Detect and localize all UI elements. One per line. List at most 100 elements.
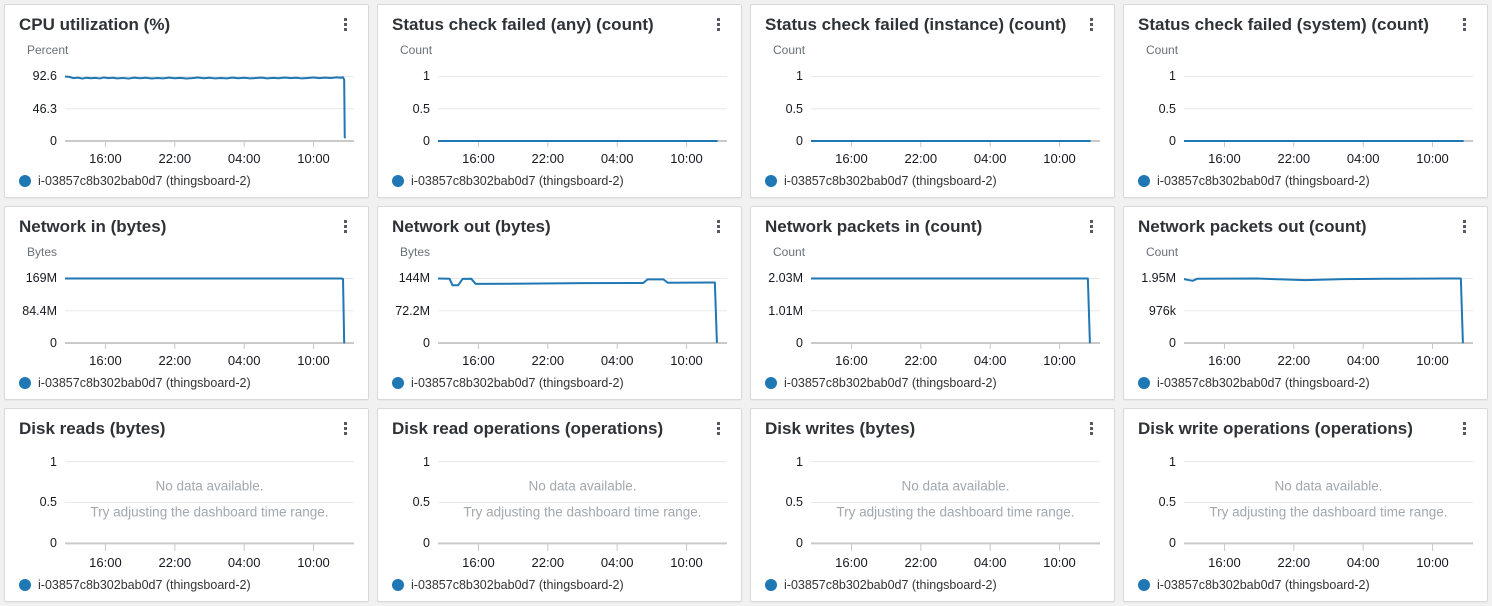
x-tick-label: 16:00 — [835, 555, 868, 570]
legend-marker-icon — [1138, 175, 1150, 187]
widget-title: Disk writes (bytes) — [765, 419, 916, 438]
x-tick-label: 16:00 — [89, 555, 122, 570]
chart-plot-area[interactable]: No data available. Try adjusting the das… — [65, 442, 354, 551]
x-tick-label: 10:00 — [1043, 151, 1076, 166]
legend-marker-icon — [392, 175, 404, 187]
chart-plot-area[interactable]: No data available. Try adjusting the das… — [811, 442, 1100, 551]
widget-header: Disk read operations (operations) — [392, 418, 727, 440]
x-axis: 16:00 22:00 04:00 10:00 — [392, 147, 727, 168]
kebab-menu-icon[interactable] — [1082, 216, 1100, 236]
chart-plot-area[interactable]: No data available. Try adjusting the das… — [1184, 442, 1473, 551]
chart-plot-area[interactable]: No data available. Try adjusting the das… — [65, 61, 354, 147]
x-tick-label: 10:00 — [1416, 353, 1449, 368]
x-axis-labels: 16:00 22:00 04:00 10:00 — [1184, 551, 1473, 572]
x-tick-label: 22:00 — [904, 151, 938, 166]
legend-item[interactable]: i-03857c8b302bab0d7 (thingsboard-2) — [392, 171, 727, 191]
y-axis-labels: 1 0.5 0 — [1138, 442, 1184, 551]
x-tick-label: 10:00 — [1043, 555, 1076, 570]
widget-title: Status check failed (system) (count) — [1138, 15, 1429, 34]
legend-item[interactable]: i-03857c8b302bab0d7 (thingsboard-2) — [19, 373, 354, 393]
legend-item[interactable]: i-03857c8b302bab0d7 (thingsboard-2) — [765, 373, 1100, 393]
x-tick-label: 22:00 — [1277, 353, 1311, 368]
x-axis-labels: 16:00 22:00 04:00 10:00 — [811, 147, 1100, 168]
chart-area: 1 0.5 0 No data available. Try adjusting… — [1138, 61, 1473, 148]
legend-item[interactable]: i-03857c8b302bab0d7 (thingsboard-2) — [392, 575, 727, 595]
chart-plot-area[interactable]: No data available. Try adjusting the das… — [811, 61, 1100, 147]
y-tick-label: 1.95M — [1141, 271, 1176, 286]
metric-widget-card: Disk read operations (operations) 1 0.5 … — [377, 408, 742, 602]
x-axis-labels: 16:00 22:00 04:00 10:00 — [438, 147, 727, 168]
kebab-menu-icon[interactable] — [709, 14, 727, 34]
x-tick-label: 04:00 — [973, 151, 1007, 166]
widget-header: Disk reads (bytes) — [19, 418, 354, 440]
legend-item[interactable]: i-03857c8b302bab0d7 (thingsboard-2) — [19, 171, 354, 191]
chart-plot-area[interactable]: No data available. Try adjusting the das… — [65, 263, 354, 349]
legend-item[interactable]: i-03857c8b302bab0d7 (thingsboard-2) — [1138, 575, 1473, 595]
y-tick-label: 144M — [398, 271, 430, 286]
widget-title: Network in (bytes) — [19, 217, 167, 236]
x-tick-label: 16:00 — [835, 353, 868, 368]
chart-plot-area[interactable]: No data available. Try adjusting the das… — [438, 61, 727, 147]
y-axis-labels: 92.6 46.3 0 — [19, 61, 65, 148]
legend-item[interactable]: i-03857c8b302bab0d7 (thingsboard-2) — [765, 575, 1100, 595]
y-axis-unit-label: Percent — [27, 43, 69, 57]
x-tick-label: 22:00 — [158, 353, 192, 368]
legend-item[interactable]: i-03857c8b302bab0d7 (thingsboard-2) — [765, 171, 1100, 191]
x-axis-labels: 16:00 22:00 04:00 10:00 — [811, 349, 1100, 370]
x-tick-label: 10:00 — [670, 151, 703, 166]
x-axis: 16:00 22:00 04:00 10:00 — [392, 551, 727, 572]
y-tick-label: 1 — [423, 454, 430, 469]
legend-item[interactable]: i-03857c8b302bab0d7 (thingsboard-2) — [1138, 171, 1473, 191]
x-tick-label: 10:00 — [1416, 555, 1449, 570]
y-axis-unit-label: Count — [773, 245, 806, 259]
legend-item[interactable]: i-03857c8b302bab0d7 (thingsboard-2) — [1138, 373, 1473, 393]
legend-item[interactable]: i-03857c8b302bab0d7 (thingsboard-2) — [392, 373, 727, 393]
chart-area: 1 0.5 0 No data available. Try adjusting… — [19, 442, 354, 551]
line-chart — [438, 263, 727, 349]
chart-area: 1 0.5 0 No data available. Try adjusting… — [1138, 442, 1473, 551]
legend-marker-icon — [1138, 579, 1150, 591]
chart-plot-area[interactable]: No data available. Try adjusting the das… — [438, 263, 727, 349]
kebab-menu-icon[interactable] — [336, 14, 354, 34]
x-tick-label: 16:00 — [89, 151, 122, 166]
x-tick-label: 04:00 — [1346, 353, 1380, 368]
y-tick-label: 0 — [423, 133, 430, 148]
y-tick-label: 0 — [1169, 536, 1176, 551]
line-chart — [438, 442, 727, 551]
kebab-menu-icon[interactable] — [1082, 418, 1100, 438]
y-tick-label: 0.5 — [1158, 495, 1176, 510]
x-axis: 16:00 22:00 04:00 10:00 — [19, 147, 354, 168]
chart-plot-area[interactable]: No data available. Try adjusting the das… — [1184, 263, 1473, 349]
kebab-menu-icon[interactable] — [709, 216, 727, 236]
kebab-menu-icon[interactable] — [1455, 216, 1473, 236]
kebab-menu-icon[interactable] — [1082, 14, 1100, 34]
chart-area: 1 0.5 0 No data available. Try adjusting… — [765, 442, 1100, 551]
y-axis-unit-label: Count — [1146, 245, 1179, 259]
chart-plot-area[interactable]: No data available. Try adjusting the das… — [811, 263, 1100, 349]
legend-item[interactable]: i-03857c8b302bab0d7 (thingsboard-2) — [19, 575, 354, 595]
kebab-menu-icon[interactable] — [709, 418, 727, 438]
kebab-menu-icon[interactable] — [1455, 14, 1473, 34]
x-tick-label: 16:00 — [462, 555, 495, 570]
kebab-menu-icon[interactable] — [336, 216, 354, 236]
widget-header: Network packets in (count) — [765, 216, 1100, 238]
widget-title: Status check failed (any) (count) — [392, 15, 654, 34]
x-tick-label: 16:00 — [462, 353, 495, 368]
kebab-menu-icon[interactable] — [1455, 418, 1473, 438]
y-tick-label: 92.6 — [32, 69, 57, 84]
chart-plot-area[interactable]: No data available. Try adjusting the das… — [1184, 61, 1473, 147]
widget-title: Network packets out (count) — [1138, 217, 1367, 236]
kebab-menu-icon[interactable] — [336, 418, 354, 438]
legend-marker-icon — [19, 579, 31, 591]
y-tick-label: 0.5 — [1158, 101, 1176, 116]
chart-plot-area[interactable]: No data available. Try adjusting the das… — [438, 442, 727, 551]
x-tick-label: 04:00 — [600, 555, 634, 570]
legend-marker-icon — [392, 579, 404, 591]
y-tick-label: 0 — [50, 536, 57, 551]
y-axis-labels: 144M 72.2M 0 — [392, 263, 438, 350]
x-axis-labels: 16:00 22:00 04:00 10:00 — [811, 551, 1100, 572]
x-tick-label: 10:00 — [1043, 353, 1076, 368]
legend-label: i-03857c8b302bab0d7 (thingsboard-2) — [411, 578, 624, 592]
y-axis-labels: 1 0.5 0 — [392, 442, 438, 551]
